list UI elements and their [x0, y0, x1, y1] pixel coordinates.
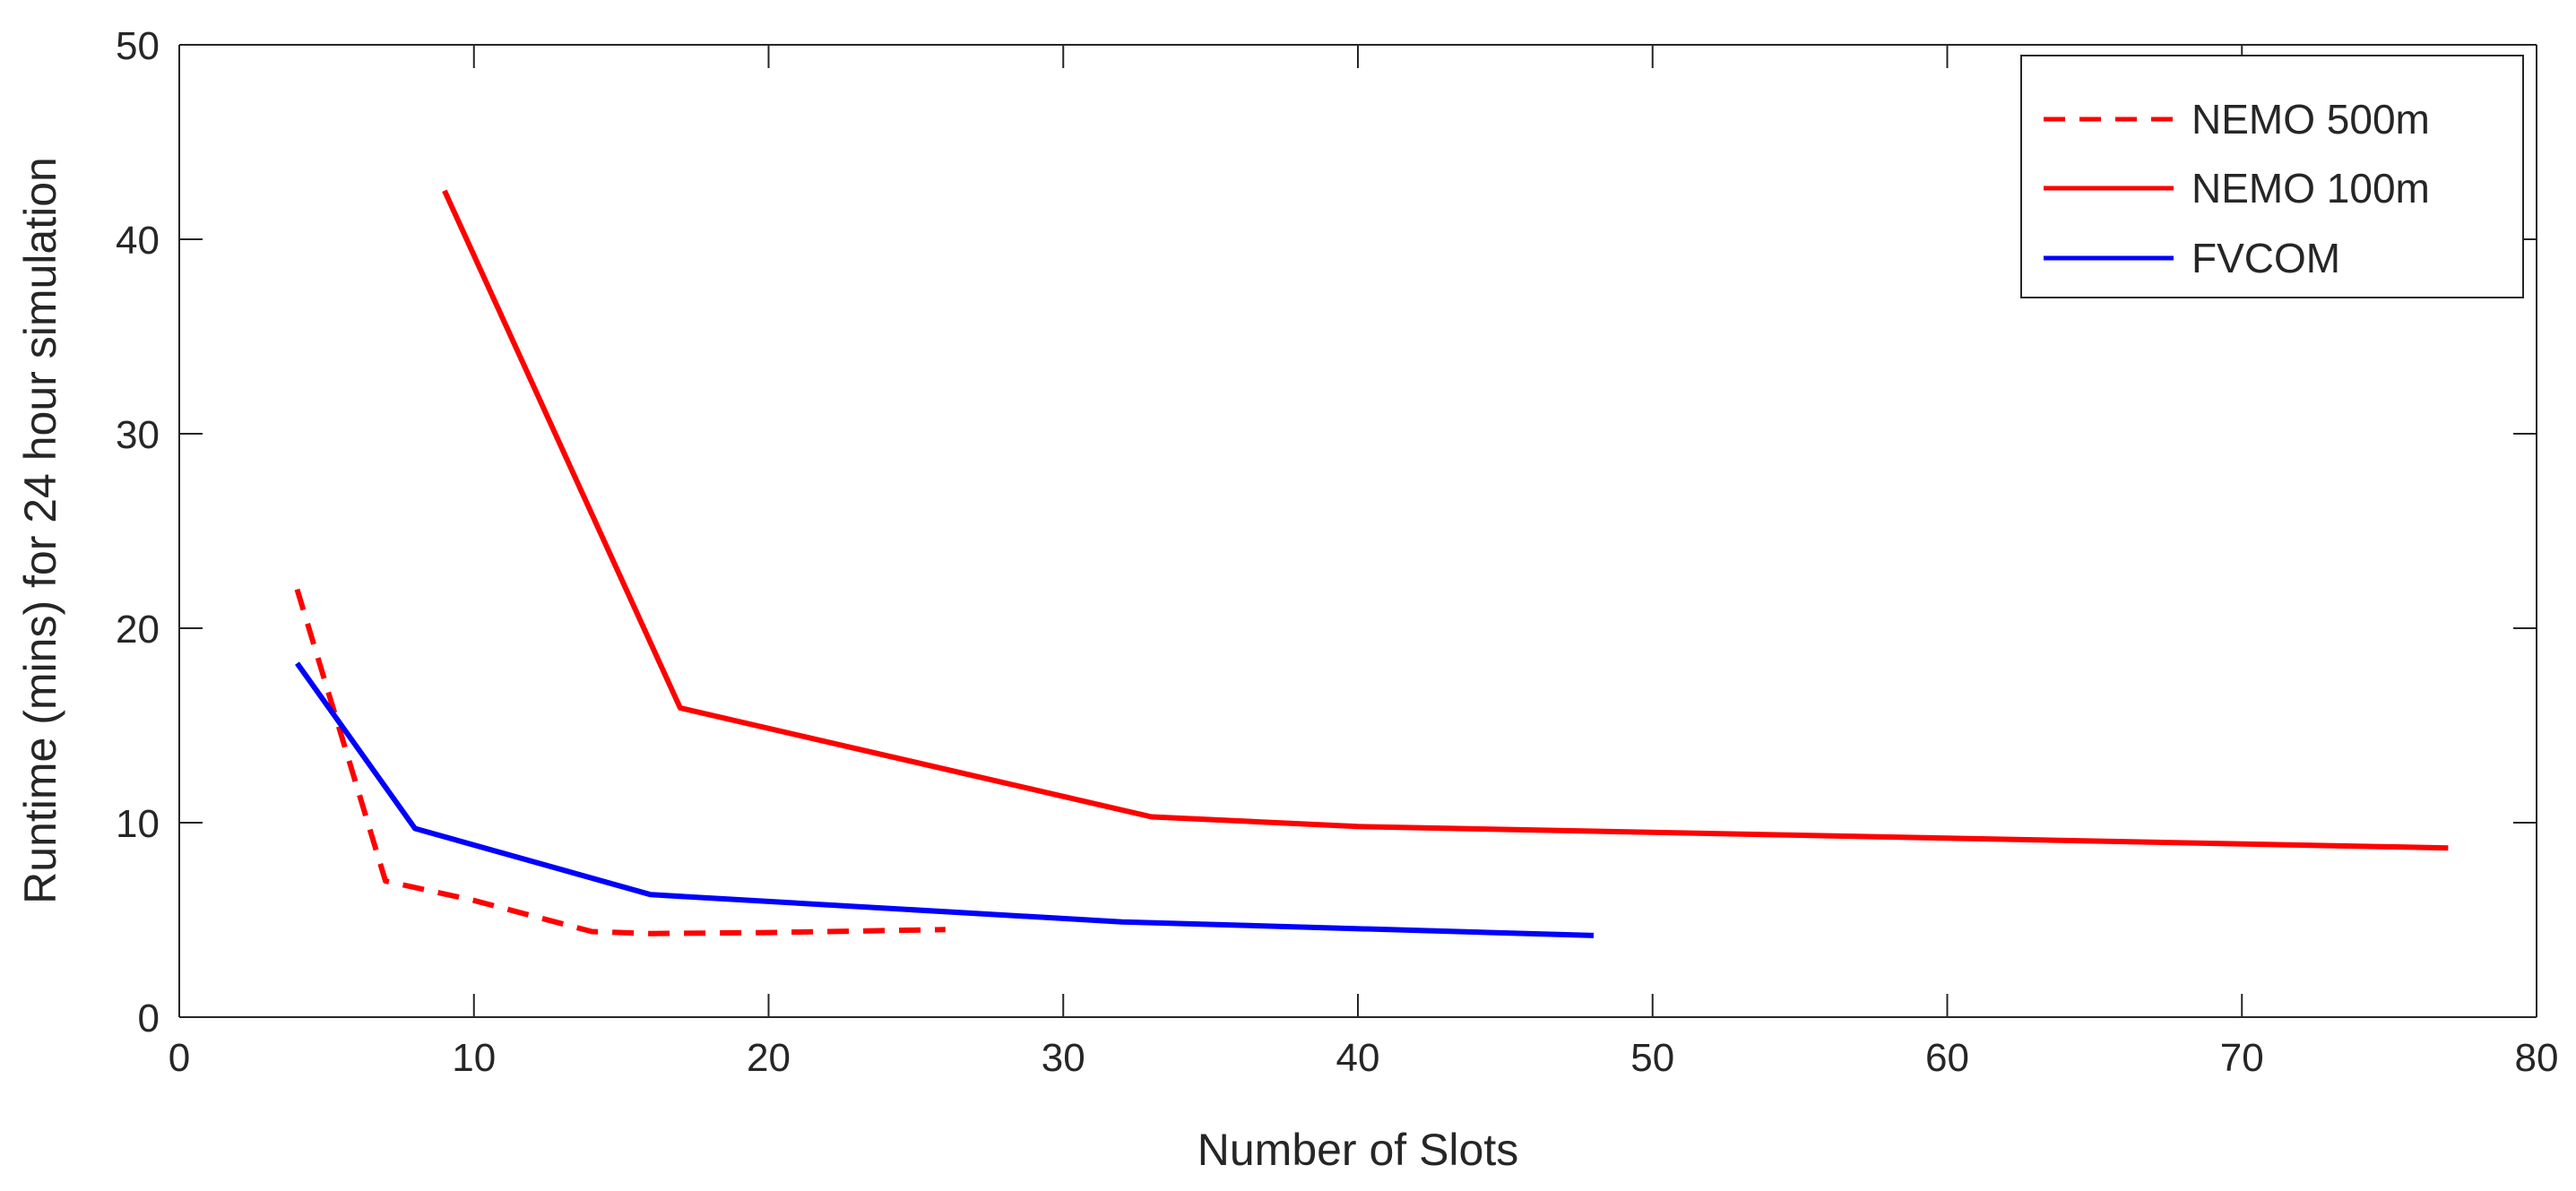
x-tick-label: 20: [747, 1036, 791, 1080]
series-layer: [294, 189, 2449, 938]
y-tick-label: 50: [116, 24, 160, 68]
series-line-fvcom: [295, 661, 1595, 938]
x-tick-label: 10: [452, 1036, 496, 1080]
y-axis-label: Runtime (mins) for 24 hour simulation: [15, 157, 65, 904]
y-tick-label: 0: [138, 997, 160, 1040]
x-tick-label: 30: [1042, 1036, 1085, 1080]
y-tick-label: 10: [116, 802, 160, 846]
y-tick-label: 30: [116, 413, 160, 457]
x-tick-label: 40: [1336, 1036, 1380, 1080]
legend-label-nemo-500m: NEMO 500m: [2191, 96, 2430, 142]
x-tick-label: 0: [169, 1036, 190, 1080]
series-line-nemo-100m: [442, 189, 2449, 851]
legend: NEMO 500m NEMO 100m FVCOM: [2020, 55, 2524, 298]
ticks-layer: 0 10 20 30 40 50 60 70 80 0 10 20 30 40 50: [116, 24, 2558, 1080]
x-tick-label: 70: [2220, 1036, 2264, 1080]
y-tick-label: 40: [116, 219, 160, 263]
x-axis-label: Number of Slots: [1197, 1125, 1518, 1175]
legend-label-nemo-100m: NEMO 100m: [2191, 165, 2430, 211]
series-line-nemo-500m: [294, 588, 946, 936]
x-tick-label: 80: [2515, 1036, 2559, 1080]
x-tick-label: 50: [1630, 1036, 1674, 1080]
y-tick-label: 20: [116, 608, 160, 652]
x-tick-label: 60: [1925, 1036, 1969, 1080]
legend-label-fvcom: FVCOM: [2191, 235, 2340, 281]
